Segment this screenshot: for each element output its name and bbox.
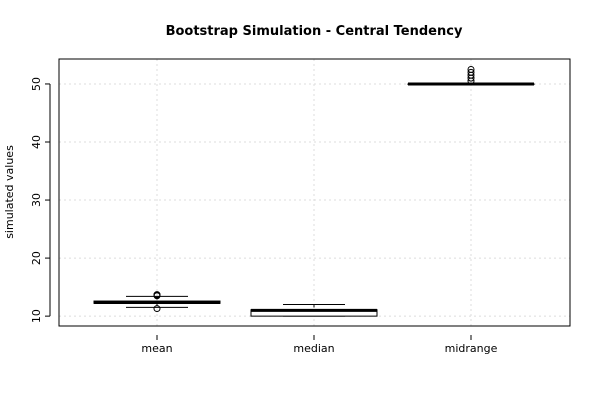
- outlier-point: [153, 305, 161, 313]
- boxplot-mean: [93, 291, 221, 313]
- y-tick-label: 50: [30, 77, 43, 91]
- x-tick-label: midrange: [445, 342, 498, 355]
- y-tick-label: 40: [30, 135, 43, 149]
- boxplot-median: [250, 304, 378, 317]
- x-axis: mean median midrange: [141, 335, 498, 355]
- y-axis-label: simulated values: [3, 145, 16, 239]
- boxes: [93, 65, 535, 317]
- chart-title: Bootstrap Simulation - Central Tendency: [166, 24, 463, 39]
- outlier-point: [467, 68, 475, 76]
- outlier-point: [153, 292, 161, 300]
- y-axis: 10 20 30 40 50: [30, 77, 51, 323]
- x-tick-label: median: [293, 342, 334, 355]
- plot-frame: [58, 58, 571, 327]
- x-tick-label: mean: [141, 342, 172, 355]
- y-tick-label: 20: [30, 251, 43, 265]
- grid: [59, 59, 570, 326]
- boxplot-midrange: [407, 65, 535, 86]
- y-tick-label: 10: [30, 309, 43, 323]
- outlier-point: [467, 65, 475, 73]
- y-tick-label: 30: [30, 193, 43, 207]
